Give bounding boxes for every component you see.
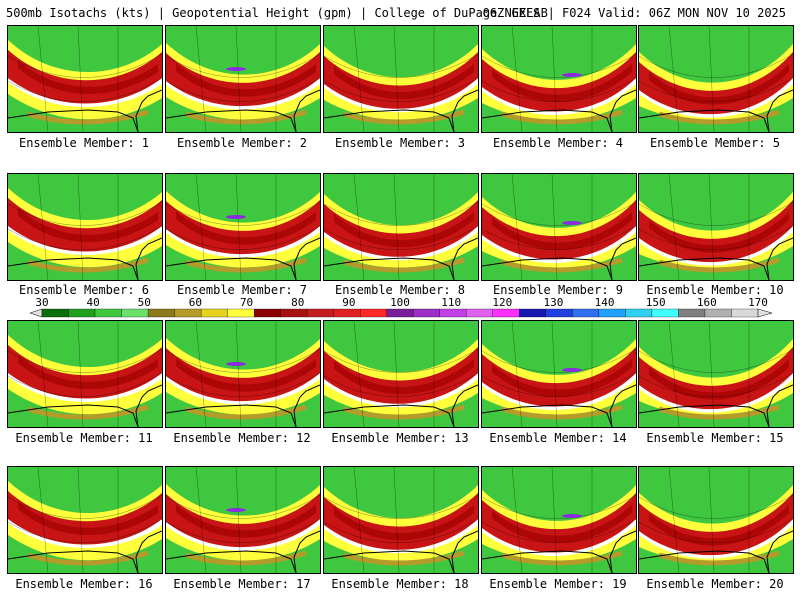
colorbar-swatch xyxy=(200,308,228,318)
colorbar-swatch xyxy=(360,308,387,318)
colorbar-swatch xyxy=(704,308,732,318)
ensemble-member-label-16: Ensemble Member: 16 xyxy=(15,577,153,591)
ensemble-member-label-18: Ensemble Member: 18 xyxy=(331,577,469,591)
ensemble-member-label-8: Ensemble Member: 8 xyxy=(334,283,466,297)
ensemble-member-map-12 xyxy=(165,320,321,428)
ensemble-member-map-11 xyxy=(7,320,163,428)
ensemble-member-label-1: Ensemble Member: 1 xyxy=(18,136,150,150)
colorbar-tick-label: 150 xyxy=(645,296,666,309)
colorbar-swatch xyxy=(41,308,69,318)
colorbar-swatch xyxy=(572,308,600,318)
colorbar-low-arrow xyxy=(29,308,43,318)
colorbar-swatch xyxy=(147,308,175,318)
ensemble-member-map-15 xyxy=(638,320,794,428)
colorbar-swatch xyxy=(545,308,573,318)
colorbar-swatch xyxy=(625,308,653,318)
colorbar-tick-label: 90 xyxy=(342,296,356,309)
colorbar-tick-label: 80 xyxy=(291,296,305,309)
map-title: 500mb Isotachs (kts) | Geopotential Heig… xyxy=(6,6,548,20)
ensemble-member-label-2: Ensemble Member: 2 xyxy=(176,136,308,150)
ensemble-member-label-9: Ensemble Member: 9 xyxy=(492,283,624,297)
colorbar-swatch xyxy=(333,308,361,318)
ensemble-member-map-20 xyxy=(638,466,794,574)
colorbar-tick-label: 120 xyxy=(492,296,513,309)
colorbar-swatch xyxy=(519,308,547,318)
colorbar-tick-label: 110 xyxy=(441,296,462,309)
colorbar-swatch xyxy=(253,308,281,318)
ensemble-member-label-10: Ensemble Member: 10 xyxy=(646,283,784,297)
colorbar-tick-label: 170 xyxy=(748,296,768,309)
ensemble-member-label-15: Ensemble Member: 15 xyxy=(646,431,784,445)
ensemble-member-map-16 xyxy=(7,466,163,574)
colorbar-tick-label: 160 xyxy=(696,296,717,309)
colorbar-tick-label: 70 xyxy=(239,296,254,309)
ensemble-member-label-3: Ensemble Member: 3 xyxy=(334,136,466,150)
colorbar-swatch xyxy=(280,308,308,318)
ensemble-member-label-19: Ensemble Member: 19 xyxy=(489,577,627,591)
ensemble-member-map-19 xyxy=(481,466,637,574)
ensemble-member-map-17 xyxy=(165,466,321,574)
ensemble-member-label-12: Ensemble Member: 12 xyxy=(173,431,311,445)
colorbar-swatch xyxy=(439,308,467,318)
colorbar-swatch xyxy=(121,308,149,318)
ensemble-member-map-9 xyxy=(481,173,637,281)
ensemble-member-map-7 xyxy=(165,173,321,281)
ensemble-member-map-6 xyxy=(7,173,163,281)
ensemble-member-label-20: Ensemble Member: 20 xyxy=(646,577,784,591)
colorbar-swatch xyxy=(651,308,679,318)
colorbar-tick-label: 130 xyxy=(543,296,564,309)
colorbar-tick-label: 50 xyxy=(137,296,151,309)
colorbar-swatch xyxy=(598,308,626,318)
colorbar-swatch xyxy=(386,308,414,318)
ensemble-member-map-8 xyxy=(323,173,479,281)
ensemble-member-label-14: Ensemble Member: 14 xyxy=(489,431,627,445)
colorbar-swatch xyxy=(174,308,202,318)
ensemble-member-label-17: Ensemble Member: 17 xyxy=(173,577,311,591)
ensemble-member-map-4 xyxy=(481,25,637,133)
colorbar-tick-label: 140 xyxy=(594,296,615,309)
ensemble-member-label-6: Ensemble Member: 6 xyxy=(18,283,150,297)
colorbar-swatch xyxy=(68,308,96,318)
colorbar-swatch xyxy=(227,308,255,318)
model-run-info: 06Z GEFS | F024 Valid: 06Z MON NOV 10 20… xyxy=(482,6,786,20)
colorbar-swatch xyxy=(307,308,334,318)
colorbar-swatch xyxy=(94,308,122,318)
ensemble-member-label-4: Ensemble Member: 4 xyxy=(492,136,624,150)
ensemble-member-map-18 xyxy=(323,466,479,574)
isotach-colorbar xyxy=(29,308,773,318)
colorbar-swatch xyxy=(492,308,520,318)
colorbar-swatch xyxy=(678,308,706,318)
ensemble-member-map-1 xyxy=(7,25,163,133)
ensemble-member-map-3 xyxy=(323,25,479,133)
ensemble-member-map-10 xyxy=(638,173,794,281)
colorbar-swatch xyxy=(466,308,493,318)
ensemble-member-label-5: Ensemble Member: 5 xyxy=(649,136,781,150)
colorbar-tick-label: 100 xyxy=(390,296,410,309)
ensemble-member-label-7: Ensemble Member: 7 xyxy=(176,283,308,297)
colorbar-high-arrow xyxy=(757,308,773,318)
ensemble-member-map-14 xyxy=(481,320,637,428)
ensemble-member-map-2 xyxy=(165,25,321,133)
colorbar-swatch xyxy=(731,308,759,318)
ensemble-member-label-11: Ensemble Member: 11 xyxy=(15,431,153,445)
colorbar-tick-label: 30 xyxy=(35,296,49,309)
colorbar-tick-label: 40 xyxy=(86,296,100,309)
ensemble-member-map-13 xyxy=(323,320,479,428)
ensemble-member-label-13: Ensemble Member: 13 xyxy=(331,431,469,445)
ensemble-member-map-5 xyxy=(638,25,794,133)
colorbar-swatch xyxy=(413,308,440,318)
colorbar-tick-label: 60 xyxy=(188,296,203,309)
